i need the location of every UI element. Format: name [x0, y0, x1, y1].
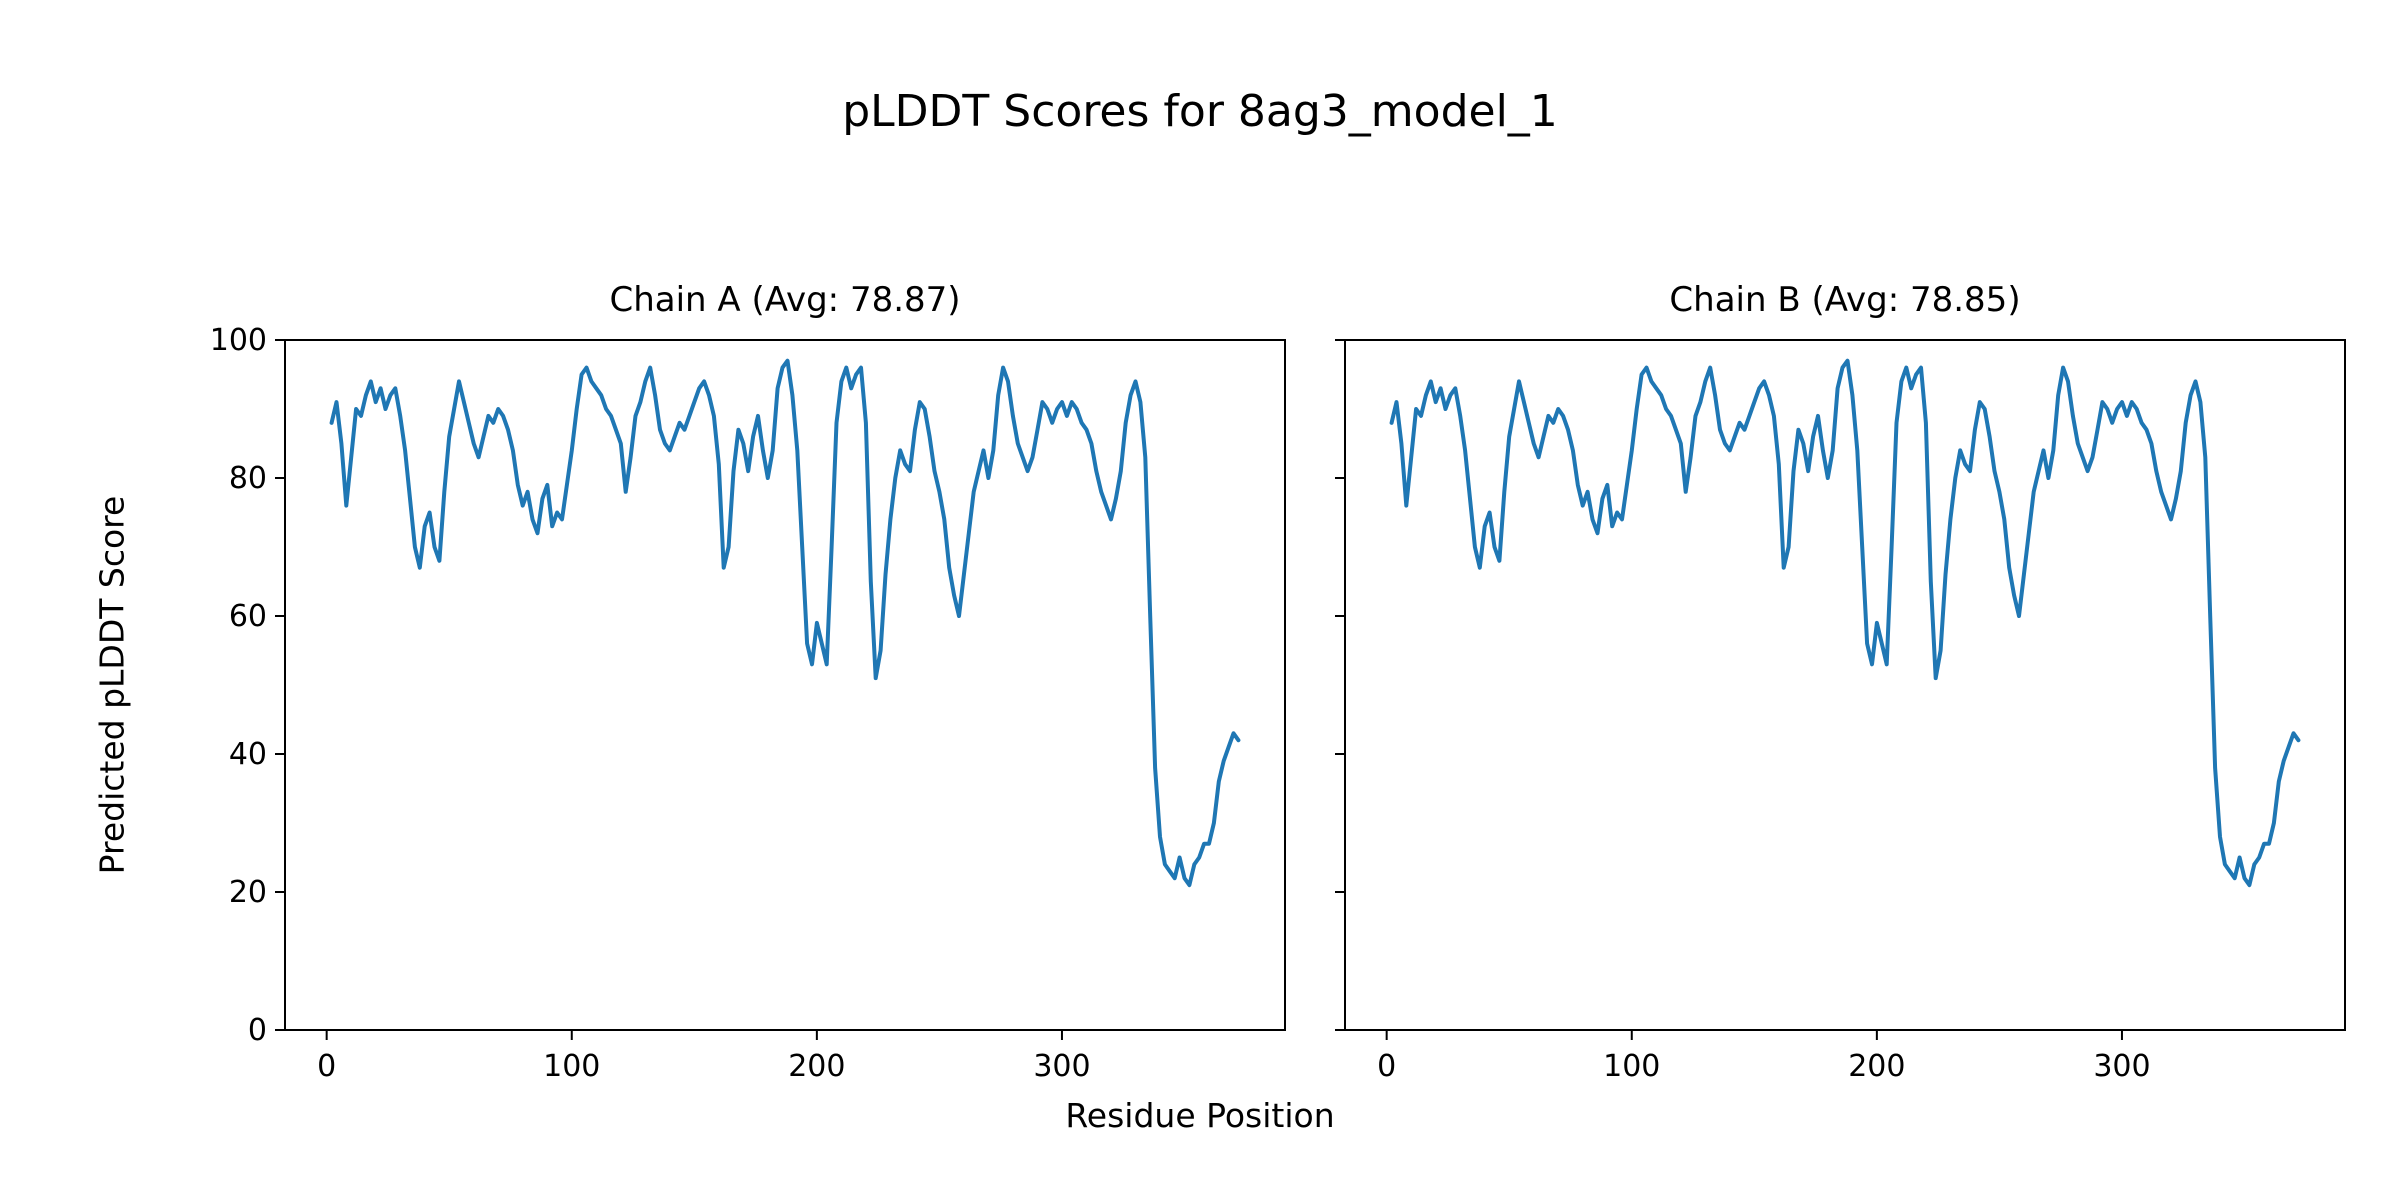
x-tick-label: 0: [317, 1049, 336, 1084]
figure-title: pLDDT Scores for 8ag3_model_1: [842, 86, 1558, 137]
y-tick-label: 40: [229, 737, 267, 772]
subplot-title-chain-a: Chain A (Avg: 78.87): [609, 280, 961, 320]
x-tick-label: 100: [543, 1049, 600, 1084]
axes-spine: [284, 339, 1286, 1031]
y-tick-label: 0: [248, 1013, 267, 1048]
y-tick-label: 60: [229, 599, 267, 634]
x-axis-label: Residue Position: [1065, 1096, 1335, 1135]
x-tick-label: 200: [788, 1049, 845, 1084]
axes-spine: [1344, 339, 2346, 1031]
x-tick-label: 300: [1033, 1049, 1090, 1084]
x-tick-label: 200: [1848, 1049, 1905, 1084]
y-tick-label: 80: [229, 461, 267, 496]
plddt-line-chain-b: [1389, 358, 2301, 888]
x-tick-label: 0: [1377, 1049, 1396, 1084]
y-tick-label: 20: [229, 875, 267, 910]
y-tick-label: 100: [210, 323, 267, 358]
subplot-title-chain-b: Chain B (Avg: 78.85): [1669, 280, 2021, 320]
plddt-line-chain-a: [329, 358, 1241, 888]
x-tick-label: 300: [2093, 1049, 2150, 1084]
x-tick-label: 100: [1603, 1049, 1660, 1084]
